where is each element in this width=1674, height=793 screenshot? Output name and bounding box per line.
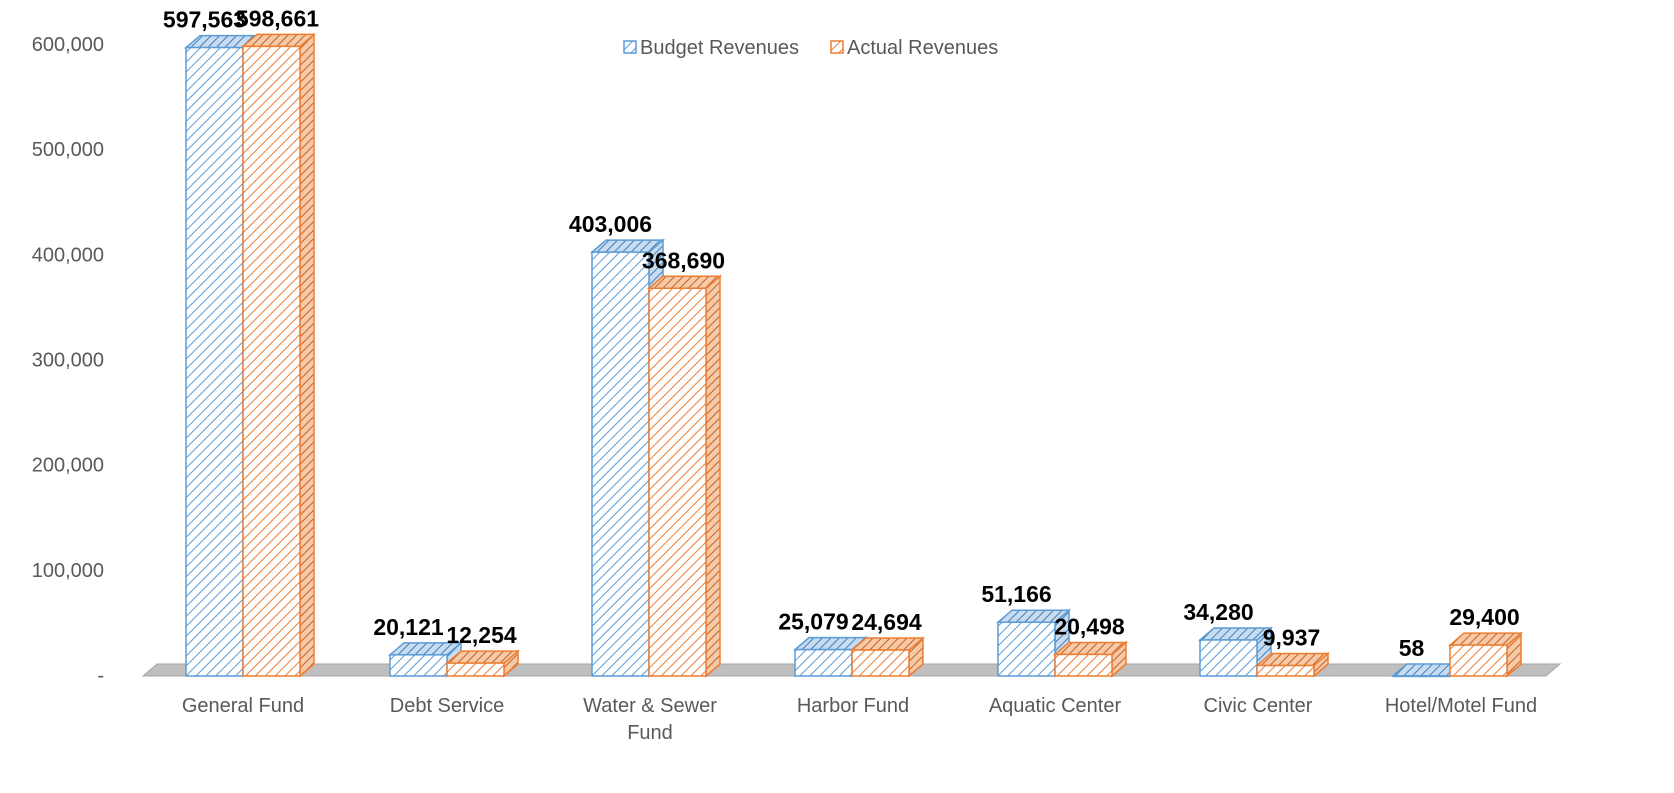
x-axis: General Fund Debt Service Water & Sewer Fun…	[182, 695, 1537, 744]
data-label-budget: 51,166	[981, 581, 1051, 607]
data-label-actual: 20,498	[1054, 613, 1125, 639]
bar-actual	[1447, 631, 1524, 678]
x-tick-label: Hotel/Motel Fund	[1385, 695, 1537, 717]
bar-side-actual	[299, 32, 315, 678]
bar-front-budget	[389, 654, 448, 677]
x-tick-label: Aquatic Center	[989, 695, 1122, 717]
legend-item-budget: Budget Revenues	[623, 37, 799, 59]
bar-front-actual	[1449, 644, 1508, 677]
data-label-budget: 20,121	[373, 614, 444, 640]
y-tick-label: 200,000	[32, 455, 104, 477]
data-label-actual: 24,694	[851, 609, 922, 635]
bar-front-budget	[591, 251, 650, 677]
data-label-budget: 403,006	[569, 211, 652, 237]
bar-front-budget	[794, 648, 853, 677]
legend-item-actual: Actual Revenues	[830, 37, 998, 59]
x-tick-label: General Fund	[182, 695, 304, 717]
legend-swatch-budget	[623, 40, 637, 54]
legend-label-budget: Budget Revenues	[640, 37, 799, 59]
bar-actual	[240, 32, 317, 678]
y-tick-label: -	[97, 665, 104, 687]
bar-front-actual	[242, 45, 301, 677]
bar-front-budget	[1199, 639, 1258, 677]
bar-front-budget	[185, 46, 244, 677]
x-tick-label: Debt Service	[390, 695, 505, 717]
bar-side-actual	[705, 274, 721, 678]
x-tick-label: Harbor Fund	[797, 695, 909, 717]
data-label-budget: 25,079	[778, 609, 848, 635]
bar-front-budget	[997, 621, 1056, 677]
y-axis: - 100,000 200,000 300,000 400,000 500,000 600,…	[32, 34, 104, 687]
bar-front-actual	[446, 662, 505, 677]
y-tick-label: 300,000	[32, 350, 104, 372]
bar-front-budget	[1392, 675, 1451, 678]
bar-front-actual	[1054, 653, 1113, 677]
data-label-budget: 34,280	[1183, 599, 1253, 625]
bar-actual	[1052, 640, 1129, 678]
bar-actual	[1254, 651, 1331, 678]
data-label-actual: 29,400	[1449, 604, 1519, 630]
data-label-budget: 58	[1399, 635, 1425, 661]
data-label-actual: 598,661	[236, 5, 319, 31]
bar-front-actual	[648, 287, 707, 677]
legend: Budget Revenues Actual Revenues	[623, 37, 998, 59]
data-label-actual: 368,690	[642, 247, 725, 273]
y-tick-label: 400,000	[32, 244, 104, 266]
y-tick-label: 100,000	[32, 560, 104, 582]
bar-actual	[646, 274, 723, 678]
data-label-actual: 12,254	[446, 622, 517, 648]
data-label-actual: 9,937	[1263, 625, 1321, 651]
bar-actual	[849, 636, 926, 678]
bar-front-actual	[851, 649, 910, 677]
data-label-budget: 597,563	[163, 7, 246, 33]
bar-front-actual	[1256, 664, 1315, 677]
legend-label-actual: Actual Revenues	[847, 37, 998, 59]
bar-actual	[444, 649, 521, 678]
bars-layer	[183, 32, 1524, 678]
legend-swatch-actual	[830, 40, 844, 54]
y-tick-label: 500,000	[32, 139, 104, 161]
y-tick-label: 600,000	[32, 34, 104, 56]
x-tick-label: Civic Center	[1204, 695, 1313, 717]
x-tick-label: Water & Sewer Fund	[583, 695, 717, 744]
